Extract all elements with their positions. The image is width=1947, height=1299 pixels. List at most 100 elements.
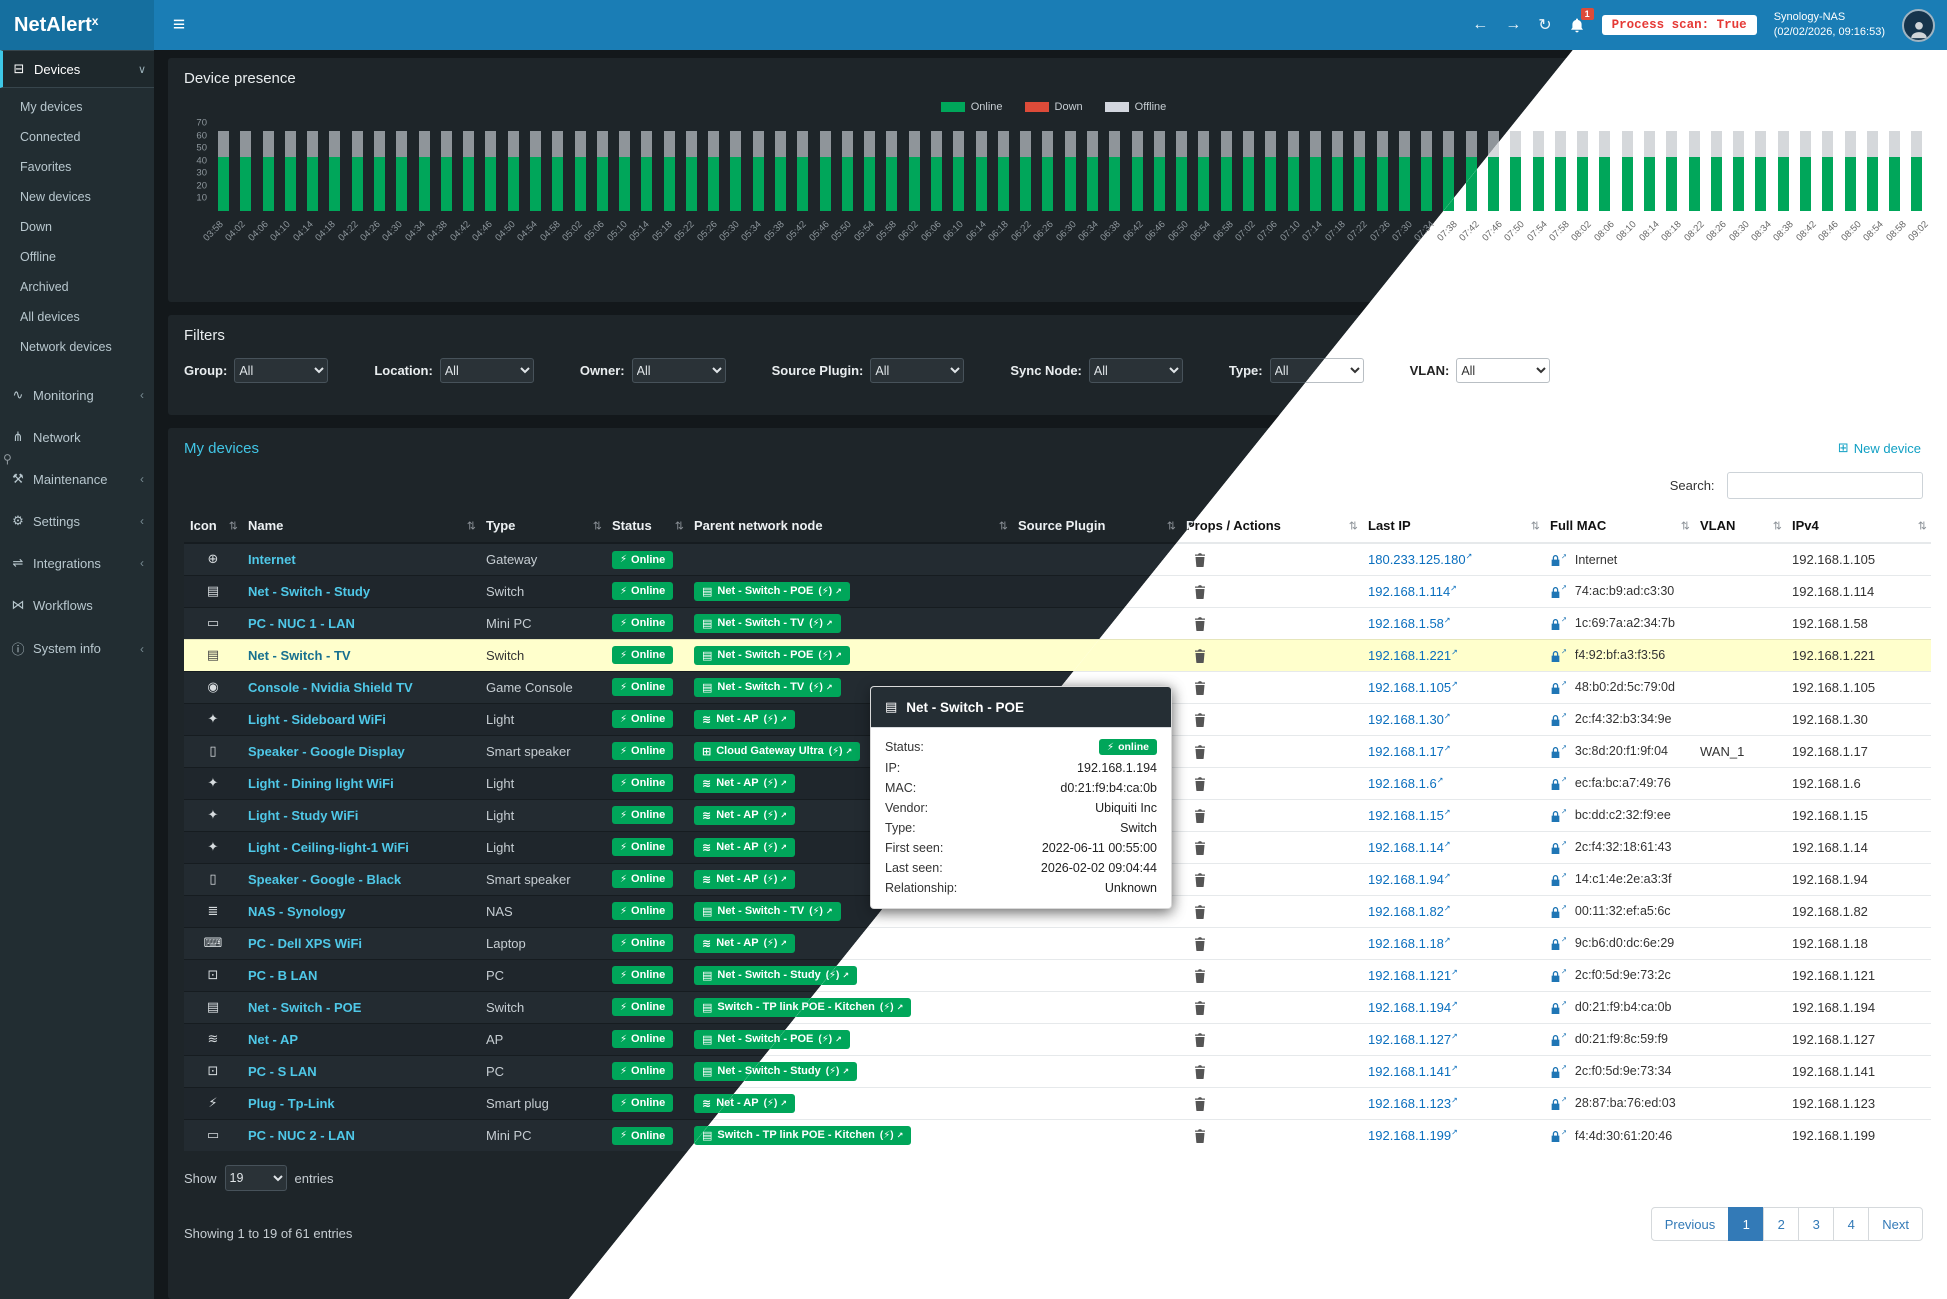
delete-device-button[interactable]	[1194, 1127, 1206, 1144]
parent-node-button[interactable]: ≋ Net - AP (⚡)↗	[694, 773, 795, 793]
presence-bar[interactable]	[886, 123, 898, 211]
presence-bar[interactable]	[1777, 123, 1789, 211]
presence-bar[interactable]	[1577, 123, 1589, 211]
presence-bar[interactable]	[1421, 123, 1433, 211]
device-row[interactable]: ▭ PC - NUC 2 - LAN Mini PC ⚡Online ▤ Swi…	[569, 1118, 1931, 1151]
search-input[interactable]	[1727, 472, 1923, 499]
presence-bar[interactable]	[396, 123, 408, 211]
parent-node-button[interactable]: ≋ Net - AP (⚡)↗	[694, 805, 795, 825]
presence-bar[interactable]	[1866, 123, 1878, 211]
presence-bar[interactable]	[1911, 123, 1923, 211]
presence-bar[interactable]	[1644, 123, 1655, 211]
presence-bar[interactable]	[373, 123, 385, 211]
device-name-link[interactable]: Light - Study WiFi	[248, 807, 359, 823]
presence-bar[interactable]	[953, 123, 965, 211]
presence-bar[interactable]	[1287, 123, 1299, 211]
back-icon[interactable]: ←	[1472, 16, 1489, 33]
presence-bar[interactable]	[262, 123, 274, 211]
presence-bar[interactable]	[1710, 123, 1722, 211]
parent-node-button[interactable]: ⊞ Cloud Gateway Ultra (⚡)↗	[694, 741, 861, 761]
device-name-link[interactable]: NAS - Synology	[248, 903, 346, 919]
delete-device-button[interactable]	[1194, 1063, 1206, 1079]
filter-location-select[interactable]: All	[439, 358, 534, 383]
filter-vlan-select[interactable]: All	[1456, 358, 1551, 383]
delete-device-button[interactable]	[1194, 1095, 1206, 1111]
device-name-link[interactable]: Light - Ceiling-light-1 WiFi	[248, 839, 409, 855]
last-ip-link[interactable]: 192.168.1.114↗	[1368, 583, 1457, 599]
presence-bar[interactable]	[708, 123, 720, 211]
sidebar-item-new-devices[interactable]: New devices	[20, 190, 91, 204]
presence-bar[interactable]	[1042, 123, 1054, 211]
sidebar-item-integrations[interactable]: ⇌ Integrations ‹	[0, 542, 154, 584]
delete-device-button[interactable]	[1194, 935, 1206, 951]
lock-icon[interactable]: ↗	[1550, 583, 1567, 598]
last-ip-link[interactable]: 192.168.1.199↗	[1368, 1127, 1458, 1143]
filter-owner-select[interactable]: All	[631, 358, 726, 383]
lock-icon[interactable]: ↗	[1550, 711, 1567, 726]
device-name-link[interactable]: Net - Switch - TV	[248, 647, 351, 663]
last-ip-link[interactable]: 192.168.1.18↗	[1368, 935, 1451, 951]
last-ip-link[interactable]: 192.168.1.94↗	[1368, 871, 1451, 887]
lock-icon[interactable]: ↗	[1550, 1031, 1567, 1046]
parent-node-button[interactable]: ≋ Net - AP (⚡)↗	[694, 837, 795, 857]
pagination-page-2[interactable]: 2	[1763, 1207, 1800, 1241]
last-ip-link[interactable]: 192.168.1.15↗	[1368, 807, 1451, 823]
sidebar-item-all-devices[interactable]: All devices	[20, 310, 80, 324]
delete-device-button[interactable]	[1194, 1031, 1206, 1047]
col-props-actions[interactable]: Props / Actions ⇅	[1180, 509, 1362, 544]
sidebar-item-system-info[interactable]: ⓘ System info ‹	[0, 626, 154, 671]
presence-bar[interactable]	[1889, 123, 1901, 211]
col-last-ip[interactable]: Last IP ⇅	[1362, 509, 1544, 544]
presence-bar[interactable]	[284, 123, 296, 211]
sidebar-item-monitoring[interactable]: ∿ Monitoring ‹	[0, 374, 154, 416]
legend-down[interactable]: Down	[1024, 101, 1083, 113]
presence-bar[interactable]	[931, 123, 942, 211]
col-icon[interactable]: Icon ⇅	[184, 509, 242, 544]
delete-device-button[interactable]	[1194, 583, 1206, 599]
sidebar-item-archived[interactable]: Archived	[20, 280, 69, 294]
last-ip-link[interactable]: 192.168.1.221↗	[1368, 647, 1458, 663]
sidebar-item-favorites[interactable]: Favorites	[20, 160, 72, 174]
presence-bar[interactable]	[574, 123, 586, 211]
last-ip-link[interactable]: 192.168.1.123↗	[1368, 1095, 1458, 1111]
delete-device-button[interactable]	[1194, 839, 1206, 855]
device-name-link[interactable]: Light - Sideboard WiFi	[248, 711, 386, 727]
pagination-page-4[interactable]: 4	[1833, 1207, 1870, 1241]
presence-bar[interactable]	[1755, 123, 1767, 211]
device-name-link[interactable]: Light - Dining light WiFi	[248, 775, 394, 791]
sort-icon[interactable]: ⇅	[228, 520, 238, 532]
col-source-plugin[interactable]: Source Plugin ⇅	[1012, 509, 1180, 544]
lock-icon[interactable]: ↗	[1550, 839, 1567, 854]
filter-source-plugin-select[interactable]: All	[870, 358, 965, 383]
lock-icon[interactable]: ↗	[1550, 1128, 1567, 1143]
last-ip-link[interactable]: 192.168.1.127↗	[1368, 1031, 1458, 1047]
device-row[interactable]: ≋ Net - AP AP ⚡Online ▤ Net - Switch - P…	[569, 1022, 1931, 1055]
last-ip-link[interactable]: 192.168.1.14↗	[1368, 839, 1451, 855]
col-ipv4[interactable]: IPv4 ⇅	[1786, 509, 1931, 544]
presence-bar[interactable]	[775, 123, 787, 211]
lock-icon[interactable]: ↗	[1550, 967, 1567, 982]
legend-online[interactable]: Online	[940, 101, 1003, 113]
presence-bar[interactable]	[529, 123, 541, 211]
user-avatar[interactable]	[1902, 8, 1935, 42]
last-ip-link[interactable]: 192.168.1.121↗	[1368, 967, 1458, 983]
presence-bar[interactable]	[1309, 123, 1321, 211]
presence-bar[interactable]	[329, 123, 341, 211]
presence-bar[interactable]	[307, 123, 319, 211]
presence-bar[interactable]	[730, 123, 742, 211]
presence-bar[interactable]	[1532, 123, 1544, 211]
sidebar-toggle-icon[interactable]: ≡	[172, 13, 186, 36]
parent-node-button[interactable]: ≋ Net - AP (⚡)↗	[694, 709, 795, 729]
presence-bar[interactable]	[997, 123, 1009, 211]
delete-device-button[interactable]	[1194, 711, 1206, 727]
presence-bar[interactable]	[440, 123, 452, 211]
col-parent-network-node[interactable]: Parent network node ⇅	[688, 509, 1012, 544]
presence-bar[interactable]	[1733, 123, 1745, 211]
pagination-page-1[interactable]: 1	[1728, 1207, 1765, 1241]
col-full-mac[interactable]: Full MAC ⇅	[1544, 509, 1694, 544]
presence-bar[interactable]	[1242, 123, 1254, 211]
delete-device-button[interactable]	[1194, 807, 1206, 823]
last-ip-link[interactable]: 192.168.1.194↗	[1368, 999, 1458, 1015]
last-ip-link[interactable]: 192.168.1.30↗	[1368, 711, 1451, 727]
presence-bar[interactable]	[1621, 123, 1633, 211]
